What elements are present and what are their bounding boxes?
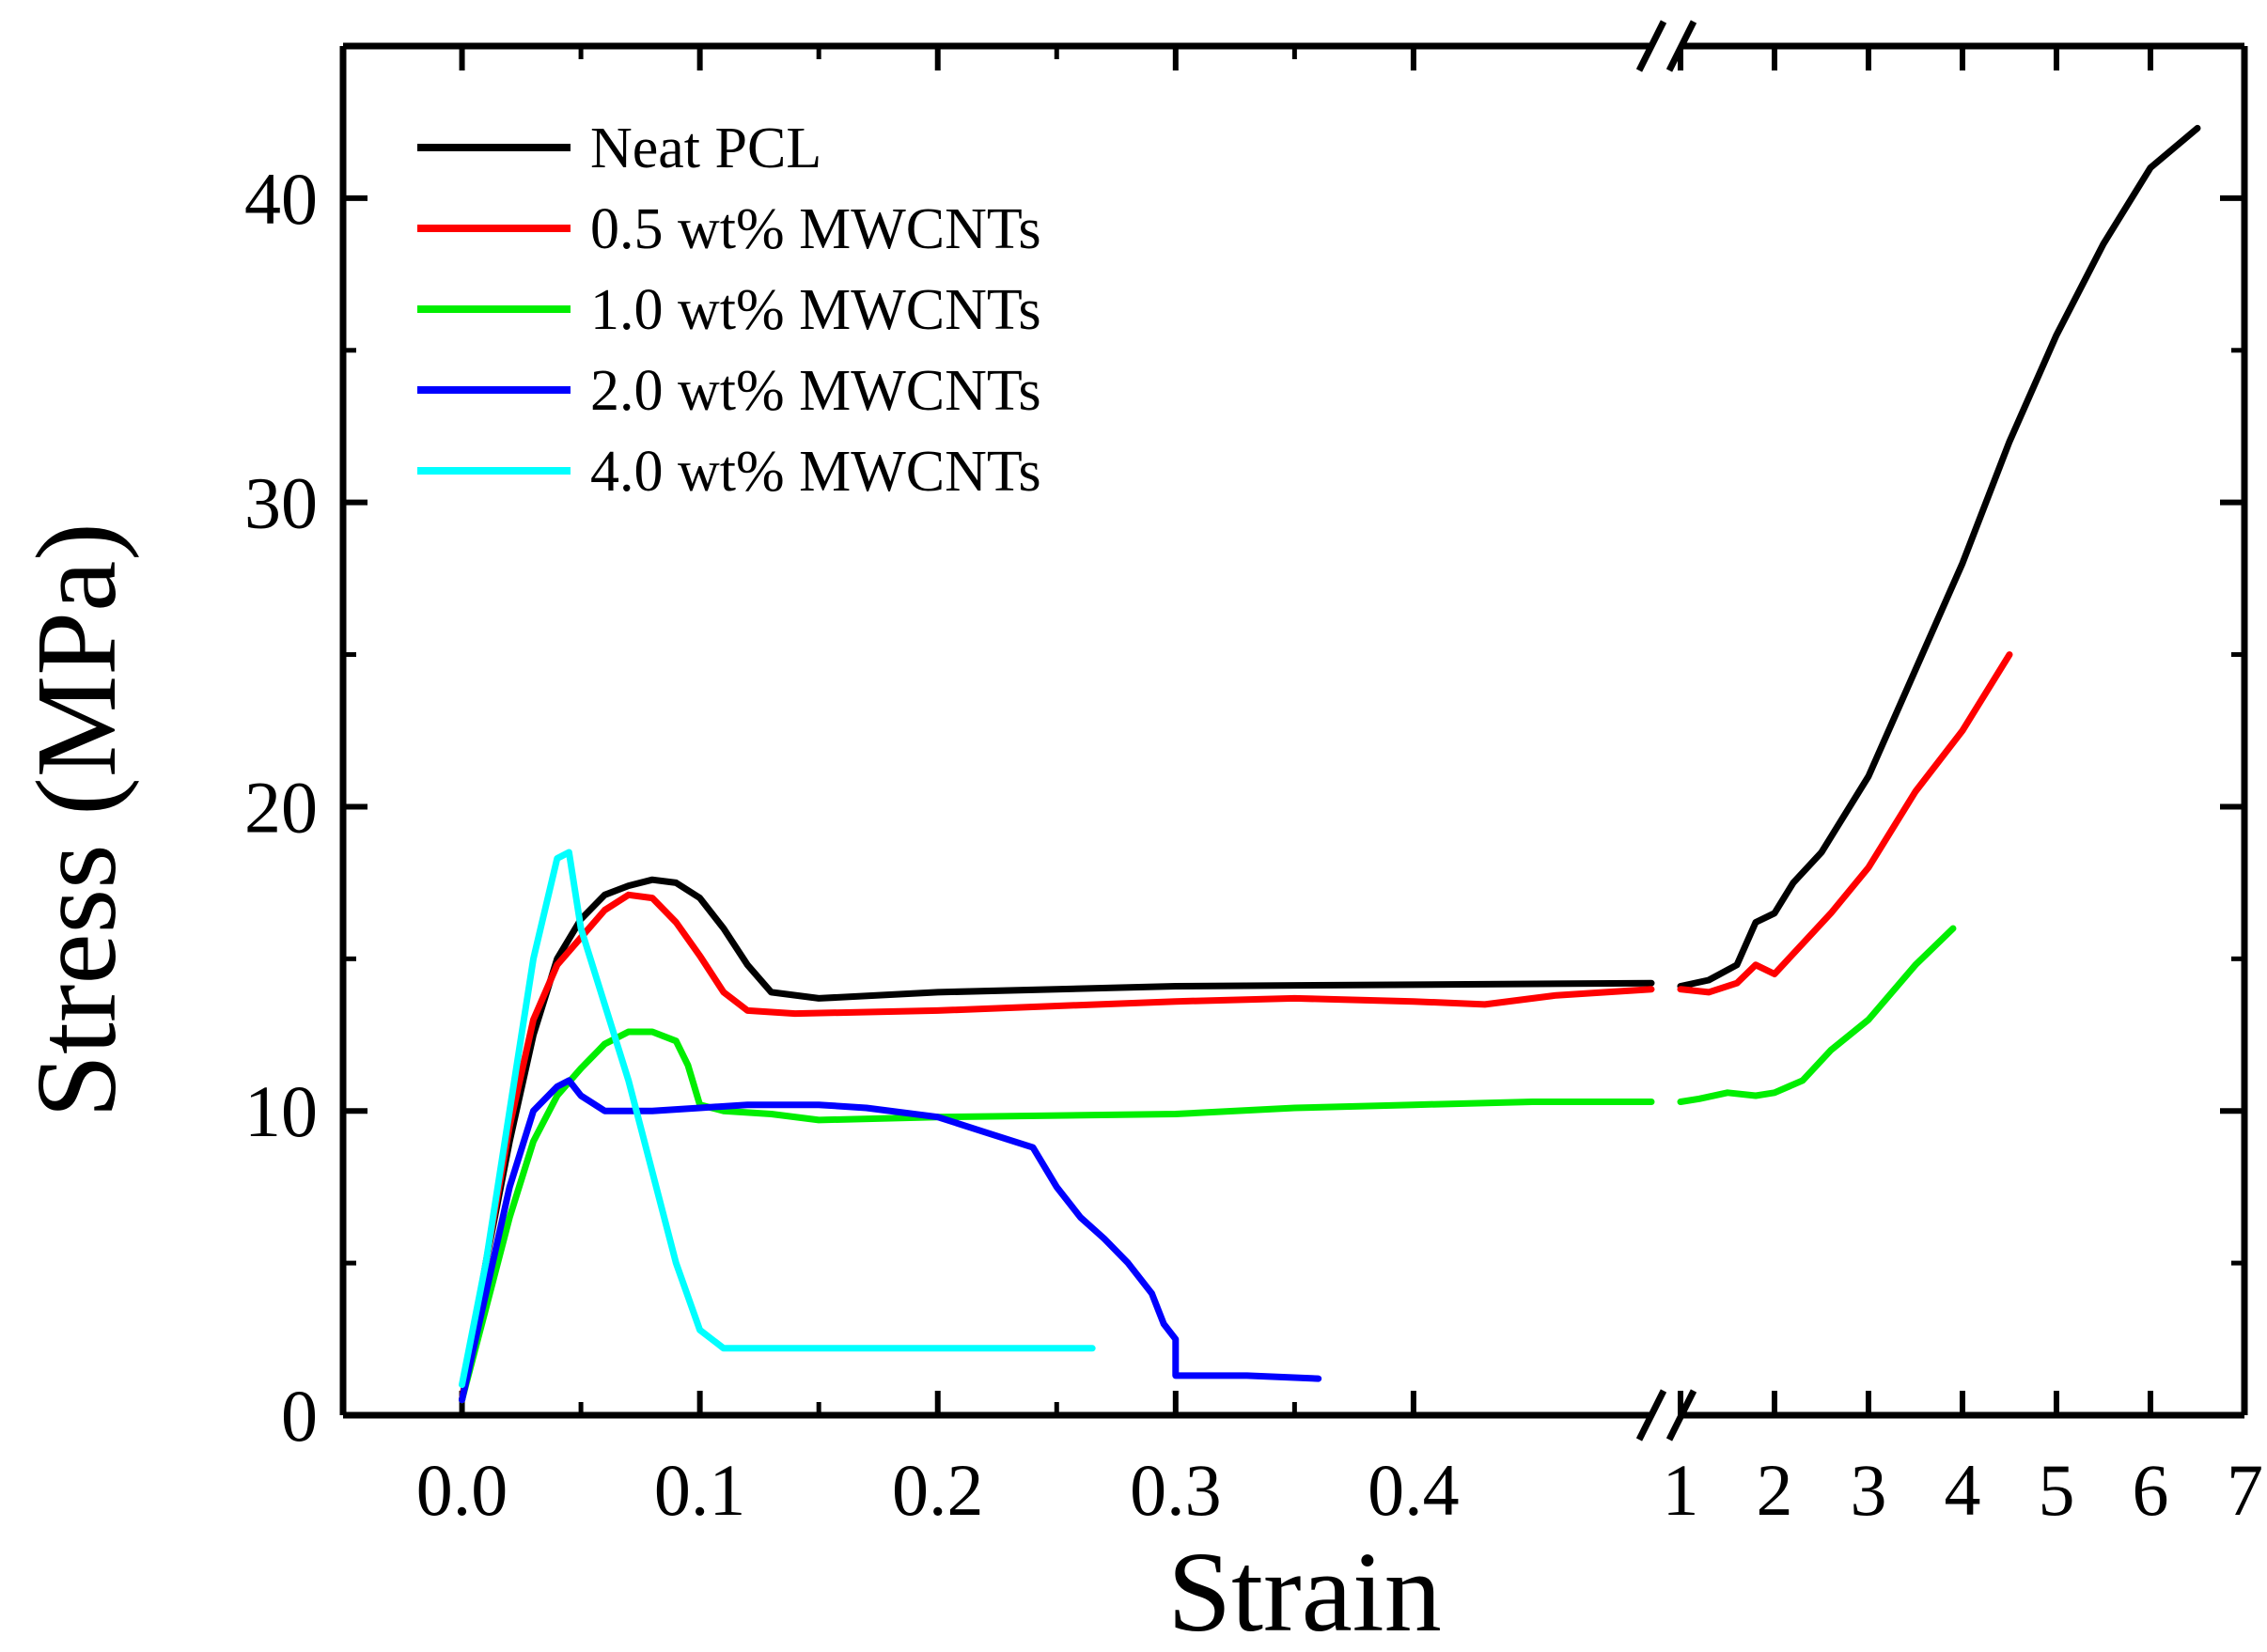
series-line-2-0-wt-mwcnts: [459, 1077, 1322, 1404]
x-tick-label: 5: [2039, 1449, 2075, 1531]
y-tick-label: 0: [281, 1375, 318, 1457]
legend-label: 1.0 wt% MWCNTs: [590, 278, 1041, 342]
x-tick-label: 7: [2227, 1449, 2263, 1531]
series-line-4-0-wt-mwcnts: [459, 849, 1096, 1389]
y-tick-label: 10: [244, 1070, 318, 1152]
series-line-1-0-wt-mwcnts-segment-2: [1677, 925, 1957, 1105]
series-line-1-0-wt-mwcnts: [459, 1028, 1655, 1404]
y-tick-label: 40: [244, 158, 318, 240]
data-series: [459, 124, 2201, 1404]
x-tick-label: 0.2: [892, 1449, 984, 1531]
axis-ticks: [343, 43, 2247, 1418]
x-tick-label: 0.0: [416, 1449, 508, 1531]
x-tick-label: 6: [2133, 1449, 2169, 1531]
legend-label: 2.0 wt% MWCNTs: [590, 359, 1041, 423]
legend-label: Neat PCL: [590, 117, 821, 180]
x-tick-label: 2: [1757, 1449, 1793, 1531]
x-tick-label: 0.4: [1368, 1449, 1460, 1531]
series-line-neat-pcl: [459, 876, 1655, 1404]
y-axis-title: Stress (MPa): [13, 522, 140, 1118]
x-tick-label: 1: [1663, 1449, 1699, 1531]
legend-label: 4.0 wt% MWCNTs: [590, 440, 1041, 504]
x-tick-label: 4: [1945, 1449, 1981, 1531]
x-tick-label: 0.3: [1130, 1449, 1222, 1531]
legend-label: 0.5 wt% MWCNTs: [590, 197, 1041, 261]
y-tick-label: 20: [244, 766, 318, 848]
series-line-0-5-wt-mwcnts: [459, 891, 1655, 1404]
series-line-0-5-wt-mwcnts-segment-2: [1677, 651, 2013, 996]
legend: Neat PCL 0.5 wt% MWCNTs 1.0 wt% MWCNTs 2.0 …: [417, 117, 1041, 504]
tick-labels: 0.0 0.1 0.2 0.3 0.4 1 2 3 4 5 6 7 0 10 20 30 40: [244, 158, 2263, 1531]
x-axis-title: Strain: [1167, 1529, 1441, 1652]
series-line-neat-pcl-segment-2: [1677, 124, 2201, 990]
y-tick-label: 30: [244, 462, 318, 544]
x-tick-label: 0.1: [654, 1449, 746, 1531]
x-tick-label: 3: [1851, 1449, 1887, 1531]
